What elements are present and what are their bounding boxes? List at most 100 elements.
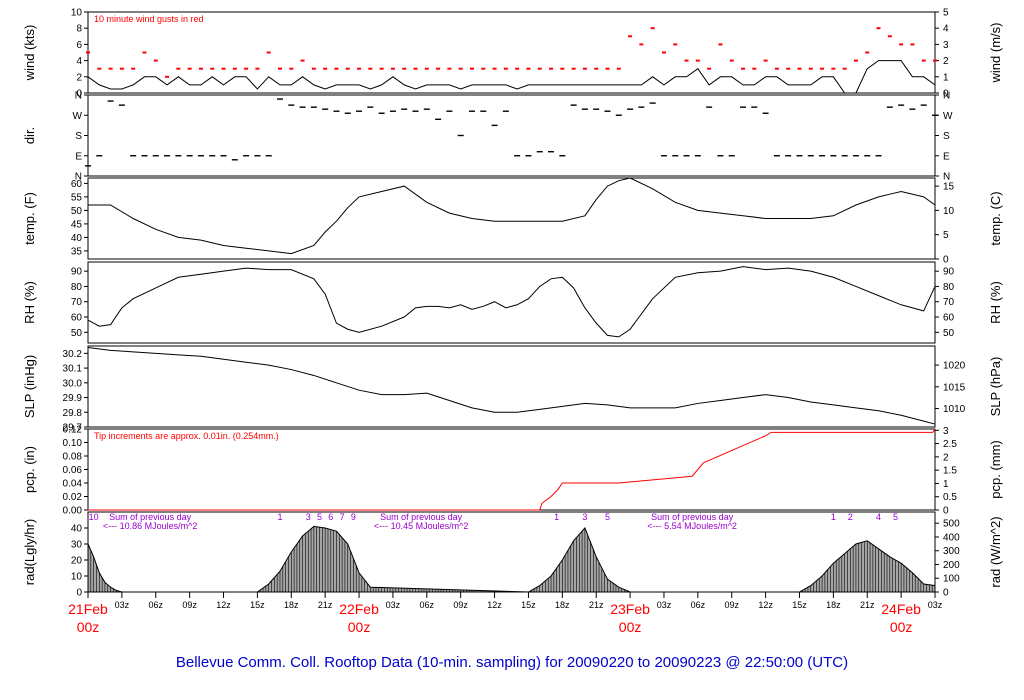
gust-point bbox=[368, 67, 373, 70]
y-tick-label-right: 400 bbox=[943, 532, 960, 543]
y-tick-label-right: 5 bbox=[943, 8, 949, 19]
panel-annotation: Tip increments are approx. 0.01in. (0.25… bbox=[94, 431, 279, 441]
hour-mark: 2 bbox=[848, 512, 853, 522]
y-tick-label: 0 bbox=[76, 89, 82, 100]
y-tick-label: 40 bbox=[71, 524, 83, 535]
y-tick-label-right: 1020 bbox=[943, 361, 966, 372]
panel-2: temp. (F) temp. (C) 35 40 45 50 55 60 0 5 10 15 bbox=[22, 177, 1003, 266]
direction-point bbox=[299, 106, 306, 108]
direction-point bbox=[694, 155, 701, 157]
gust-point bbox=[86, 51, 90, 54]
direction-point bbox=[864, 155, 871, 157]
direction-point bbox=[152, 155, 159, 157]
x-tick-label: 21z bbox=[860, 600, 875, 610]
y-tick-label: 40 bbox=[71, 233, 83, 244]
direction-point bbox=[310, 106, 317, 108]
y-tick-label-right: 1015 bbox=[943, 382, 966, 393]
y-tick-label: N bbox=[75, 172, 82, 183]
y-tick-label-right: 0 bbox=[943, 89, 949, 100]
y-tick-label-right: 1010 bbox=[943, 404, 966, 415]
direction-point bbox=[186, 155, 193, 157]
gust-point bbox=[910, 43, 915, 46]
gust-point bbox=[594, 67, 599, 70]
y-tick-label-right: 70 bbox=[943, 297, 955, 308]
direction-point bbox=[412, 110, 419, 112]
series-line bbox=[88, 428, 936, 511]
y-tick-label: 30.1 bbox=[63, 364, 83, 375]
direction-point bbox=[830, 155, 837, 157]
x-day-hour-label: 00z bbox=[619, 619, 642, 635]
y-tick-label: 55 bbox=[71, 192, 83, 203]
y-tick-label: 0.12 bbox=[63, 425, 83, 436]
x-tick-label: 18z bbox=[555, 600, 570, 610]
y-axis-label-right: temp. (C) bbox=[988, 191, 1003, 245]
gust-point bbox=[436, 67, 441, 70]
y-tick-label: 0.04 bbox=[63, 479, 83, 490]
y-tick-label: 50 bbox=[71, 328, 83, 339]
gust-point bbox=[187, 67, 192, 70]
gust-point bbox=[447, 67, 452, 70]
y-tick-label-right: 60 bbox=[943, 313, 955, 324]
y-tick-label: 0.08 bbox=[63, 452, 83, 463]
daily-total-label: Sum of previous day bbox=[109, 512, 192, 522]
y-tick-label-right: 90 bbox=[943, 267, 955, 278]
gust-point bbox=[718, 43, 723, 46]
direction-point bbox=[265, 155, 272, 157]
panel-5: pcp. (in) pcp. (mm) 0.00 0.02 0.04 0.06 0.08 0.… bbox=[22, 425, 1003, 517]
direction-point bbox=[841, 155, 848, 157]
gust-point bbox=[515, 67, 520, 70]
direction-point bbox=[807, 155, 814, 157]
y-axis-label: SLP (inHg) bbox=[22, 355, 37, 418]
y-tick-label-right: 0 bbox=[943, 255, 949, 266]
y-tick-label: 2 bbox=[76, 72, 82, 83]
hour-mark: 7 bbox=[340, 512, 345, 522]
hour-mark: 5 bbox=[893, 512, 898, 522]
direction-point bbox=[502, 110, 509, 112]
y-tick-label: 29.8 bbox=[63, 408, 83, 419]
x-axis: 03z 06z 09z 12z 15z 18z 21z 03z 06z 09z 12z 15z 18z 2… bbox=[68, 592, 943, 635]
y-tick-label: 29.9 bbox=[63, 393, 83, 404]
x-tick-label: 15z bbox=[250, 600, 265, 610]
direction-point bbox=[932, 114, 938, 116]
direction-point bbox=[898, 104, 905, 106]
direction-point bbox=[536, 151, 543, 153]
direction-point bbox=[875, 155, 882, 157]
gust-point bbox=[266, 51, 271, 54]
hour-mark: 1 bbox=[554, 512, 559, 522]
y-tick-label: 80 bbox=[71, 282, 83, 293]
hour-mark: 4 bbox=[876, 512, 881, 522]
gust-point bbox=[165, 75, 170, 78]
direction-point bbox=[378, 112, 385, 114]
y-tick-label-right: 2.5 bbox=[943, 439, 957, 450]
gust-point bbox=[176, 67, 181, 70]
gust-point bbox=[97, 67, 102, 70]
y-tick-label-right: 2 bbox=[943, 452, 949, 463]
gust-point bbox=[752, 67, 757, 70]
panel-1: dir.N NE ES SW WN N bbox=[22, 91, 953, 183]
direction-point bbox=[751, 106, 758, 108]
y-tick-label-right: 0 bbox=[943, 588, 949, 599]
direction-point bbox=[740, 106, 747, 108]
direction-point bbox=[886, 106, 893, 108]
gust-point bbox=[289, 67, 294, 70]
direction-point bbox=[197, 155, 204, 157]
direction-point bbox=[85, 165, 91, 167]
direction-point bbox=[254, 155, 261, 157]
y-tick-label-right: 3 bbox=[943, 40, 949, 51]
daily-total-label: Sum of previous day bbox=[651, 512, 734, 522]
gust-point bbox=[921, 59, 926, 62]
gust-point bbox=[469, 67, 474, 70]
gust-point bbox=[707, 67, 712, 70]
direction-point bbox=[581, 108, 588, 110]
direction-point bbox=[649, 102, 656, 104]
gust-point bbox=[458, 67, 463, 70]
gust-point bbox=[560, 67, 565, 70]
y-tick-label: 30.2 bbox=[63, 349, 83, 360]
x-tick-label: 09z bbox=[453, 600, 468, 610]
radiation-area bbox=[87, 525, 936, 593]
hour-mark: 1 bbox=[277, 512, 282, 522]
series-line bbox=[87, 346, 936, 425]
y-tick-label-right: 100 bbox=[943, 574, 960, 585]
direction-point bbox=[660, 155, 667, 157]
y-tick-label: 8 bbox=[76, 24, 82, 35]
